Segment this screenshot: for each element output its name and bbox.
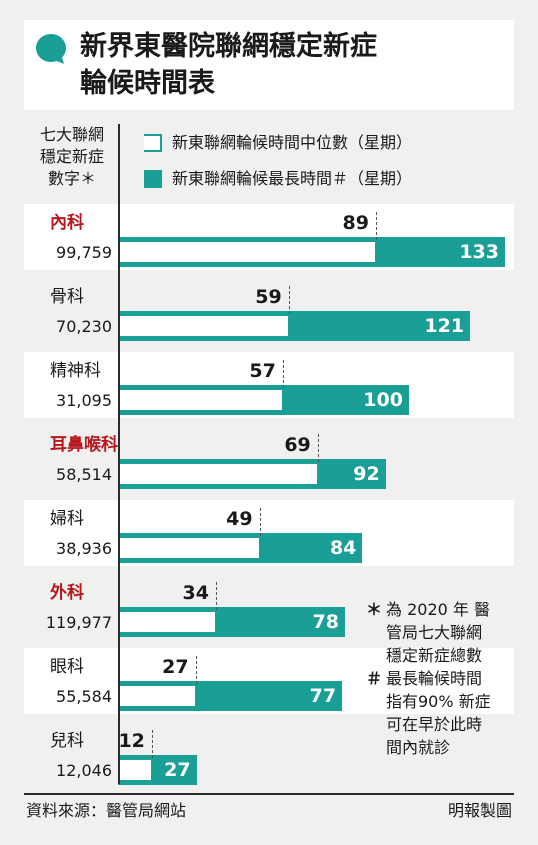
median-wait-bar: [118, 610, 217, 634]
median-marker-line: [375, 212, 377, 240]
median-marker-line: [215, 582, 217, 610]
new-case-count: 31,095: [56, 391, 112, 410]
legend-swatch-max: [144, 170, 162, 188]
header-line-2: 穩定新症: [39, 147, 104, 166]
footnote-line: 最長輪候時間: [386, 669, 483, 688]
footnote-mark-asterisk: ＊: [366, 600, 383, 619]
median-value-label: 34: [182, 582, 209, 604]
title-line-1: 新界東醫院聯網穩定新症: [80, 31, 377, 62]
footnote-line: 間內就診: [386, 738, 451, 757]
category-header: 七大聯網 穩定新症 數字＊: [26, 124, 118, 190]
median-marker-line: [151, 730, 153, 758]
footnotes: ＊ 為 2020 年 醫 管局七大聯網 穩定新症總數 ＃ 最長輪候時間 指有90…: [366, 598, 518, 759]
median-value-label: 27: [162, 656, 189, 678]
footnote-line: 管局七大聯網: [386, 623, 483, 642]
footnote-line: 可在早於此時: [386, 715, 483, 734]
footnote-line: 穩定新症總數: [386, 646, 483, 665]
median-wait-bar: [118, 314, 290, 338]
max-value-label: 92: [353, 463, 380, 485]
speech-bubble-icon: [36, 34, 66, 64]
max-value-label: 133: [459, 241, 499, 263]
footnote-mark-hash: ＃: [366, 669, 383, 688]
median-value-label: 59: [255, 286, 282, 308]
category-axis-line: [118, 124, 120, 784]
median-value-label: 49: [226, 508, 253, 530]
median-wait-bar: [118, 536, 261, 560]
max-value-label: 121: [424, 315, 465, 337]
median-marker-line: [317, 434, 319, 462]
chart-title: 新界東醫院聯網穩定新症 輪候時間表: [80, 28, 377, 102]
new-case-count: 55,584: [56, 687, 112, 706]
median-wait-bar: [118, 462, 319, 486]
max-value-label: 77: [309, 685, 337, 707]
bottom-rule: [24, 793, 514, 795]
median-value-label: 57: [249, 360, 276, 382]
header-line-3: 數字＊: [47, 169, 96, 188]
footnote-line: 為 2020 年 醫: [386, 600, 490, 619]
legend-swatch-median: [144, 134, 162, 152]
category-label: 外科: [50, 583, 84, 603]
new-case-count: 58,514: [56, 465, 112, 484]
new-case-count: 119,977: [45, 613, 112, 632]
category-label: 骨科: [50, 287, 84, 307]
credit-text: 明報製圖: [447, 801, 512, 820]
median-marker-line: [195, 656, 197, 684]
median-marker-line: [288, 286, 290, 314]
source-text: 資料來源：醫管局網站: [26, 801, 187, 820]
footnote-hash: ＃ 最長輪候時間 指有90% 新症 可在早於此時 間內就診: [366, 667, 518, 759]
title-line-2: 輪候時間表: [80, 68, 215, 99]
median-value-label: 69: [284, 434, 311, 456]
category-label: 兒科: [50, 731, 84, 751]
new-case-count: 70,230: [56, 317, 112, 336]
new-case-count: 12,046: [56, 761, 112, 780]
legend-max: 新東聯網輪候最長時間＃（星期）: [172, 169, 413, 188]
title-box: 新界東醫院聯網穩定新症 輪候時間表: [24, 20, 514, 110]
median-wait-bar: [118, 388, 284, 412]
footnote-line: 指有90% 新症: [386, 692, 491, 711]
median-value-label: 89: [342, 212, 369, 234]
median-wait-bar: [118, 684, 197, 708]
legend-median: 新東聯網輪候時間中位數（星期）: [172, 133, 413, 152]
median-marker-line: [259, 508, 261, 536]
category-label: 耳鼻喉科: [50, 435, 118, 455]
max-value-label: 27: [164, 759, 191, 781]
category-label: 精神科: [50, 361, 101, 381]
category-label: 眼科: [50, 657, 84, 677]
median-wait-bar: [118, 240, 377, 264]
new-case-count: 38,936: [56, 539, 112, 558]
median-value-label: 12: [118, 730, 145, 752]
category-label: 內科: [50, 213, 84, 233]
median-wait-bar: [118, 758, 153, 782]
category-label: 婦科: [50, 509, 84, 529]
median-marker-line: [282, 360, 284, 388]
max-value-label: 78: [312, 611, 339, 633]
new-case-count: 99,759: [56, 243, 112, 262]
max-value-label: 84: [329, 537, 357, 559]
max-value-label: 100: [363, 389, 403, 411]
header-line-1: 七大聯網: [39, 125, 104, 144]
footnote-asterisk: ＊ 為 2020 年 醫 管局七大聯網 穩定新症總數: [366, 598, 518, 667]
